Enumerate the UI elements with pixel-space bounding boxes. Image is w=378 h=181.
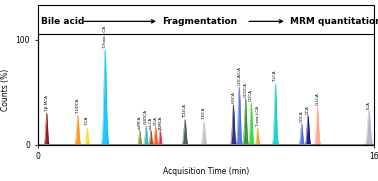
Text: TCDCA: TCDCA: [183, 104, 187, 118]
Text: T-DCA: T-DCA: [202, 108, 206, 120]
Text: GCDCA: GCDCA: [243, 82, 248, 97]
Text: GUDCA: GUDCA: [144, 109, 148, 124]
Text: GCA: GCA: [153, 116, 158, 125]
Text: T-7oxo-LCA: T-7oxo-LCA: [103, 26, 107, 49]
Text: DCA: DCA: [306, 105, 310, 114]
Text: 7-oxo-LCA: 7-oxo-LCA: [256, 105, 260, 126]
Text: UDCA/CA: UDCA/CA: [237, 66, 241, 85]
Text: T-β-MCA: T-β-MCA: [45, 95, 49, 112]
Text: G-LCA: G-LCA: [316, 93, 319, 105]
Text: α-MCA: α-MCA: [138, 115, 142, 129]
Text: HDCA: HDCA: [231, 91, 235, 103]
Text: α-LCA: α-LCA: [149, 116, 153, 129]
Text: LCA: LCA: [367, 100, 371, 109]
Text: MRM quantitation: MRM quantitation: [290, 17, 378, 26]
Text: T-CA: T-CA: [85, 117, 89, 126]
Text: Bile acid: Bile acid: [41, 17, 85, 26]
Text: GDCA: GDCA: [249, 89, 253, 101]
X-axis label: Acquisition Time (min): Acquisition Time (min): [163, 167, 249, 176]
Y-axis label: Counts (%): Counts (%): [1, 68, 10, 111]
Text: Fragmentation: Fragmentation: [162, 17, 237, 26]
Text: CDCA: CDCA: [300, 110, 304, 122]
Text: T-LCA: T-LCA: [273, 71, 277, 82]
Text: T-UDCA: T-UDCA: [76, 98, 80, 114]
Text: β-MCA: β-MCA: [158, 115, 162, 129]
